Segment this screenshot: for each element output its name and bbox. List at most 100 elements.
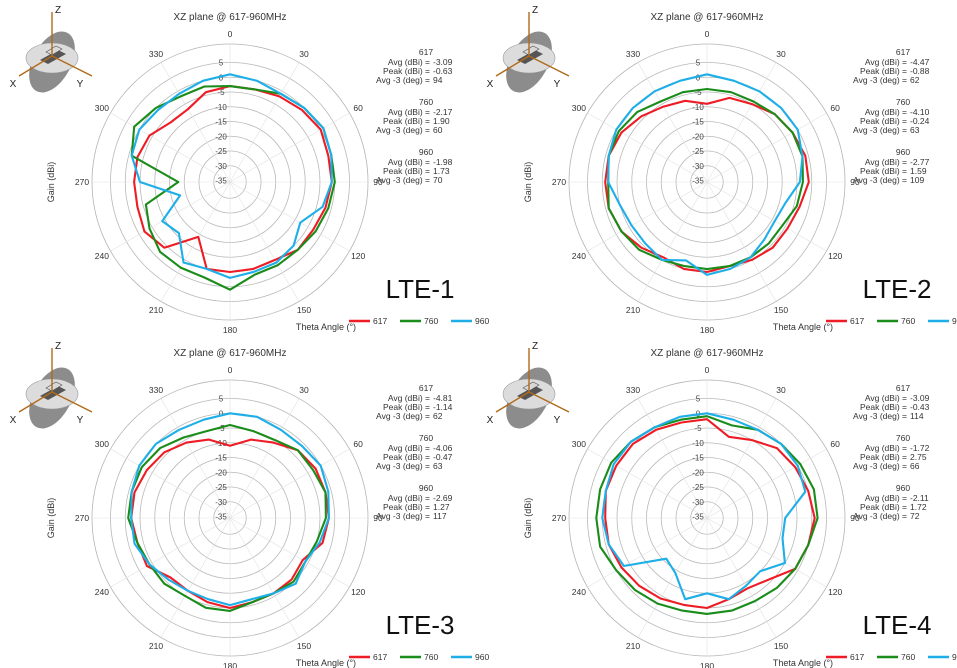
legend-label-617: 617	[850, 652, 864, 662]
grid-spoke	[110, 112, 231, 183]
y-axis-arrow	[51, 391, 93, 413]
theta-tick-label: 150	[297, 641, 311, 651]
theta-tick-label: 60	[353, 103, 363, 113]
radial-tick-label: -35	[692, 177, 704, 186]
stats-key: Avg -3 (deg) =	[853, 411, 907, 421]
stats-value-peak: -0.47	[433, 452, 453, 462]
stats-value-avg3: 62	[910, 75, 920, 85]
grid-spoke	[229, 181, 350, 252]
radial-tick-label: 5	[219, 395, 224, 404]
stats-key: Avg (dBi) =	[865, 157, 907, 167]
grid-spoke	[587, 517, 708, 588]
stats-value-peak: 2.75	[910, 452, 927, 462]
theta-tick-label: 330	[626, 385, 640, 395]
radial-tick-label: -25	[692, 483, 704, 492]
stats-value-avg3: 63	[910, 125, 920, 135]
grid-spoke	[587, 181, 708, 252]
stats-key: Peak (dBi) =	[383, 502, 430, 512]
stats-value-avg3: 94	[433, 75, 443, 85]
grid-spoke	[637, 398, 708, 519]
stats-key: Avg -3 (deg) =	[376, 125, 430, 135]
stats-value-avg: -4.81	[433, 393, 453, 403]
stats-value-avg: -4.47	[910, 57, 930, 67]
theta-tick-label: 120	[351, 251, 365, 261]
stats-value-avg: -4.10	[910, 107, 930, 117]
stats-key: Peak (dBi) =	[860, 116, 907, 126]
chart-title: XZ plane @ 617-960MHz	[651, 12, 764, 23]
theta-tick-label: 60	[830, 439, 840, 449]
stats-key: Avg -3 (deg) =	[853, 125, 907, 135]
stats-value-avg3: 114	[910, 411, 924, 421]
stats-key: Peak (dBi) =	[383, 66, 430, 76]
radial-tick-label: -15	[215, 454, 227, 463]
stats-value-avg3: 62	[433, 411, 443, 421]
radial-tick-label: -35	[692, 513, 704, 522]
grid-spoke	[637, 517, 708, 638]
stats-value-peak: 1.59	[910, 166, 927, 176]
x-axis-arrow	[18, 391, 53, 413]
stats-value-avg3: 63	[433, 461, 443, 471]
legend-label-960: 960	[952, 316, 957, 326]
stats-value-avg: -3.09	[910, 393, 930, 403]
radial-tick-label: -20	[215, 468, 227, 477]
device-label: LTE-4	[863, 610, 932, 640]
radial-tick-label: 5	[696, 59, 701, 68]
device-label: LTE-1	[386, 274, 455, 304]
stats-key: Avg -3 (deg) =	[853, 175, 907, 185]
grid-spoke	[229, 62, 300, 183]
radial-tick-label: -35	[215, 177, 227, 186]
radial-tick-label: -10	[692, 439, 704, 448]
axis-label-y: Y	[554, 79, 561, 90]
radial-tick-label: -10	[692, 103, 704, 112]
theta-tick-label: 0	[228, 29, 233, 39]
device-label: LTE-3	[386, 610, 455, 640]
stats-value-avg: -2.11	[910, 493, 929, 503]
grid-spoke	[110, 517, 231, 588]
grid-spoke	[160, 517, 231, 638]
stats-value-avg: -1.98	[433, 157, 453, 167]
stats-value-avg: -2.77	[910, 157, 930, 167]
radial-tick-label: -10	[215, 103, 227, 112]
theta-tick-label: 120	[828, 251, 842, 261]
y-axis-label: Gain (dBi)	[46, 498, 56, 539]
stats-value-avg3: 117	[433, 511, 447, 521]
series-trace-760	[127, 423, 327, 612]
grid-spoke	[229, 112, 350, 183]
theta-tick-label: 0	[705, 29, 710, 39]
stats-key: Peak (dBi) =	[383, 402, 430, 412]
stats-key: Avg (dBi) =	[388, 157, 430, 167]
grid-spoke	[637, 181, 708, 302]
chart-panel-lte-3: XZ plane @ 617-960MHz 0 30 60 90 120 150 180 210…	[10, 341, 490, 668]
grid-spoke	[110, 181, 231, 252]
chart-title: XZ plane @ 617-960MHz	[651, 348, 764, 359]
stats-value-avg: -4.06	[433, 443, 453, 453]
y-axis-label: Gain (dBi)	[523, 498, 533, 539]
stats-freq-label: 960	[896, 483, 910, 493]
radial-tick-label: -5	[694, 424, 702, 433]
axis-label-z: Z	[55, 5, 61, 16]
radial-tick-label: 5	[219, 59, 224, 68]
series-trace-960	[607, 73, 804, 276]
stats-freq-label: 760	[896, 433, 910, 443]
axis-label-x: X	[487, 79, 494, 90]
radial-tick-label: -30	[692, 498, 704, 507]
radial-tick-label: -5	[217, 88, 225, 97]
grid-spoke	[706, 112, 827, 183]
stats-freq-label: 960	[419, 147, 433, 157]
stats-key: Avg (dBi) =	[388, 57, 430, 67]
legend-label-960: 960	[475, 652, 489, 662]
stats-freq-label: 760	[896, 97, 910, 107]
series-trace-617	[604, 418, 816, 610]
grid-spoke	[229, 181, 300, 302]
stats-key: Avg -3 (deg) =	[376, 461, 430, 471]
radial-tick-label: -30	[215, 498, 227, 507]
theta-tick-label: 270	[552, 513, 566, 523]
axis-label-y: Y	[77, 79, 84, 90]
theta-tick-label: 60	[353, 439, 363, 449]
stats-value-avg: -2.17	[433, 107, 453, 117]
theta-tick-label: 0	[705, 365, 710, 375]
stats-key: Avg (dBi) =	[388, 107, 430, 117]
axis-label-y: Y	[554, 415, 561, 426]
stats-value-avg: -1.72	[910, 443, 930, 453]
legend-label-617: 617	[373, 652, 387, 662]
